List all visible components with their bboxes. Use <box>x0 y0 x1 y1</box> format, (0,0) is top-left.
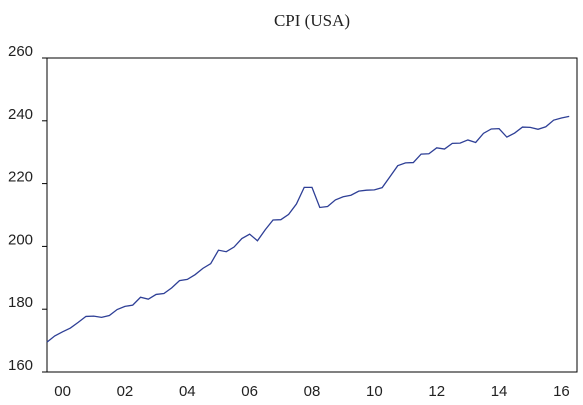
x-tick-label: 00 <box>54 383 71 400</box>
chart-title: CPI (USA) <box>274 11 350 30</box>
plot-frame <box>46 57 578 373</box>
y-tick-label: 260 <box>8 43 33 60</box>
y-tick-label: 160 <box>8 357 33 374</box>
y-tick-label: 180 <box>8 294 33 311</box>
x-tick-label: 02 <box>117 383 134 400</box>
x-tick-label: 10 <box>366 383 383 400</box>
x-tick-label: 04 <box>179 383 196 400</box>
x-tick-label: 16 <box>553 383 570 400</box>
y-tick-label: 240 <box>8 106 33 123</box>
x-tick-label: 14 <box>491 383 508 400</box>
y-tick-label: 200 <box>8 231 33 248</box>
data-line <box>46 115 570 343</box>
x-tick-label: 06 <box>241 383 258 400</box>
y-tick-label: 220 <box>8 169 33 186</box>
x-tick-label: 12 <box>428 383 445 400</box>
x-tick-label: 08 <box>304 383 321 400</box>
